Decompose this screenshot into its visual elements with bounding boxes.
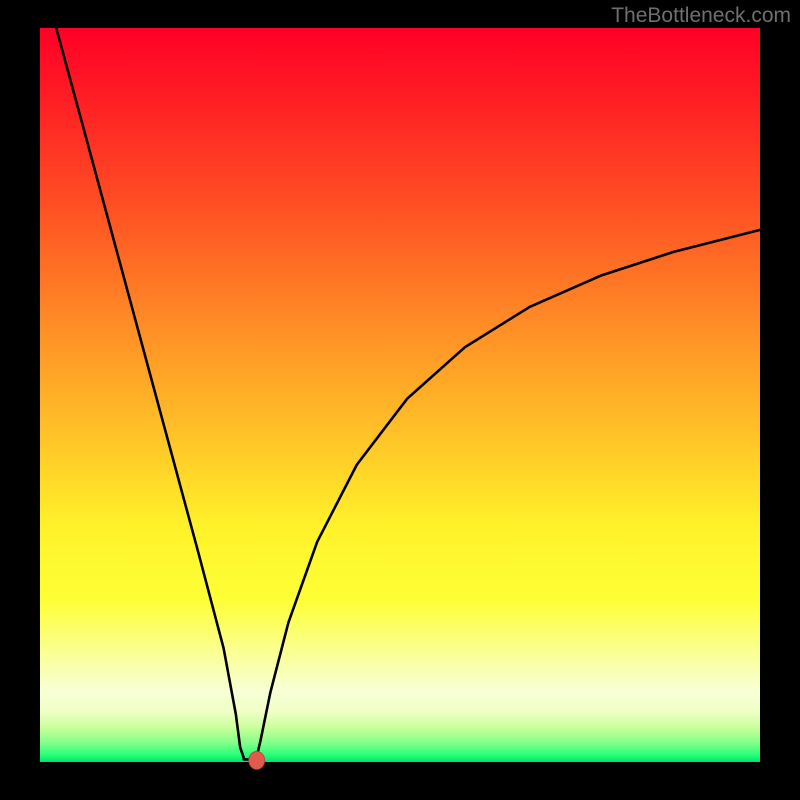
figure-container: TheBottleneck.com xyxy=(0,0,800,800)
bottleneck-chart xyxy=(0,0,800,800)
optimum-marker xyxy=(249,751,265,769)
watermark-text: TheBottleneck.com xyxy=(611,4,791,28)
plot-area-gradient xyxy=(40,28,760,762)
